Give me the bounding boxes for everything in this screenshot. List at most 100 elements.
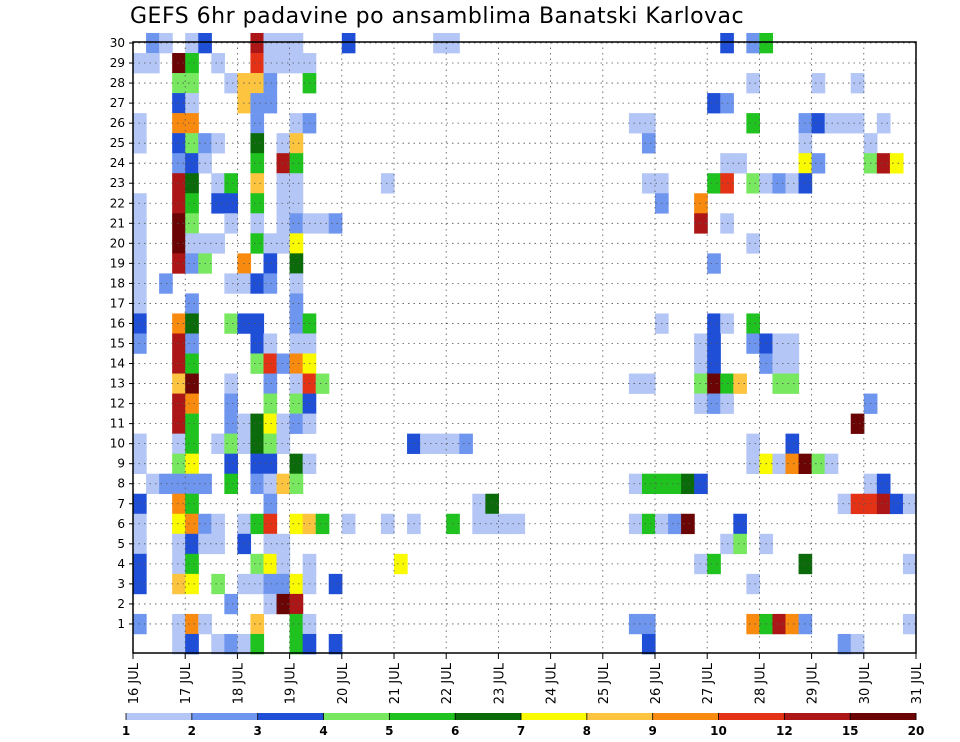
heatmap-cell [211, 433, 225, 454]
heatmap-cell [315, 213, 330, 234]
heatmap-cell [876, 493, 891, 515]
heatmap-cell [250, 133, 265, 154]
heatmap-cell [380, 173, 395, 194]
y-tick-label: 20 [110, 236, 125, 250]
heatmap-cell [250, 193, 265, 214]
heatmap-cell [185, 133, 199, 154]
heatmap-cell [263, 593, 278, 615]
heatmap-cell [172, 313, 186, 334]
heatmap-cell [185, 333, 199, 354]
heatmap-cell [211, 633, 225, 655]
heatmap-cell [250, 433, 265, 454]
heatmap-cell [172, 393, 186, 414]
x-tick-label: 16 JUL [127, 662, 142, 704]
heatmap-cell [185, 353, 199, 374]
heatmap-cell [185, 53, 199, 74]
y-tick-label: 30 [110, 36, 125, 50]
heatmap-cell [172, 233, 186, 254]
heatmap-cell [250, 233, 265, 254]
heatmap-cell [263, 32, 278, 54]
heatmap-cell [707, 93, 721, 114]
x-tick-label: 22 JUL [440, 662, 455, 704]
heatmap-cell [185, 32, 199, 54]
heatmap-cell [263, 393, 278, 414]
heatmap-cell [263, 553, 278, 575]
heatmap-cell [433, 32, 447, 54]
axis-layer: 1234567891011121314151617181920212223242… [110, 36, 925, 704]
colorbar-segment [191, 713, 259, 720]
y-tick-label: 24 [110, 156, 125, 170]
heatmap-cell [785, 613, 800, 635]
heatmap-cell [185, 213, 199, 234]
heatmap-cell [172, 213, 186, 234]
y-tick-label: 19 [110, 256, 125, 270]
x-tick-label: 24 JUL [545, 662, 560, 704]
heatmap-cell [276, 32, 291, 54]
heatmap-cell [785, 373, 800, 394]
colorbar-label: 6 [451, 724, 459, 738]
heatmap-cell [172, 473, 186, 495]
colorbar-segment [126, 713, 193, 720]
heatmap-cell [185, 393, 199, 414]
heatmap-cell [289, 213, 304, 234]
heatmap-cell [850, 73, 865, 94]
heatmap-cell [472, 513, 486, 535]
heatmap-cell [811, 153, 826, 174]
heatmap-cell [185, 413, 199, 434]
x-tick-label: 21 JUL [388, 662, 403, 704]
heatmap-cell [263, 353, 278, 374]
heatmap-cell [746, 32, 760, 54]
heatmap-cell [876, 153, 891, 174]
heatmap-cell [185, 573, 199, 595]
heatmap-cell [289, 373, 304, 394]
heatmap-cell [641, 133, 656, 154]
heatmap-cell [159, 32, 173, 54]
heatmap-cell [172, 173, 186, 194]
heatmap-cell [250, 633, 265, 655]
heatmap-cell [211, 233, 225, 254]
heatmap-cell [289, 133, 304, 154]
heatmap-cell [224, 633, 238, 655]
heatmap-cell [289, 233, 304, 254]
heatmap-cell [276, 473, 291, 495]
y-tick-label: 28 [110, 76, 125, 90]
heatmap-cell [289, 613, 304, 635]
heatmap-cell [707, 253, 721, 274]
heatmap-cell [628, 513, 643, 535]
colorbar-segment [389, 713, 456, 720]
y-tick-label: 16 [110, 316, 125, 330]
grid-layer [133, 42, 916, 653]
heatmap-cell [185, 293, 199, 314]
heatmap-cell [276, 573, 291, 595]
colorbar-segment [323, 713, 390, 720]
colorbar-label: 2 [188, 724, 196, 738]
heatmap-cell [172, 453, 186, 474]
y-tick-label: 8 [117, 477, 125, 491]
heatmap-cell [172, 573, 186, 595]
y-tick-label: 3 [117, 577, 125, 591]
heatmap-cell [289, 453, 304, 474]
y-tick-label: 18 [110, 276, 125, 290]
colorbar-label: 1 [122, 724, 130, 738]
colorbar-label: 9 [648, 724, 656, 738]
x-tick-label: 18 JUL [231, 662, 246, 704]
heatmap-cell [785, 453, 800, 474]
heatmap-cell [641, 613, 656, 635]
heatmap-cell [772, 333, 787, 354]
heatmap-cell [185, 253, 199, 274]
heatmap-cell [707, 553, 721, 575]
heatmap-cell [628, 613, 643, 635]
y-tick-label: 4 [117, 557, 125, 571]
heatmap-cell [172, 73, 186, 94]
heatmap-cell [772, 373, 787, 394]
heatmap-cell [289, 313, 304, 334]
colorbar-label: 8 [583, 724, 591, 738]
heatmap-cell [250, 573, 265, 595]
heatmap-cell [172, 533, 186, 555]
heatmap-cell [250, 32, 265, 54]
colorbar-label: 4 [319, 724, 327, 738]
y-tick-label: 10 [110, 437, 125, 451]
y-tick-label: 14 [110, 357, 125, 371]
heatmap-cell [211, 173, 225, 194]
heatmap-cell [289, 153, 304, 174]
